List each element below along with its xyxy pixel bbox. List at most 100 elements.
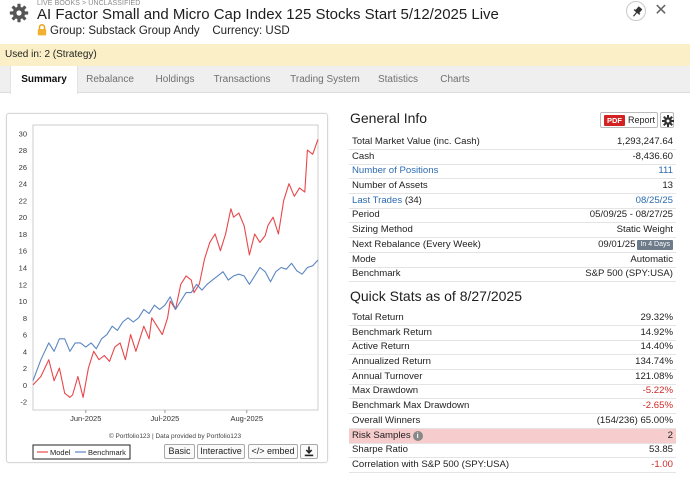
group-currency-line: Group: Substack Group Andy Currency: USD — [37, 24, 290, 37]
info-label: Next Rebalance (Every Week) — [352, 239, 481, 250]
y-tick-label: 16 — [19, 247, 27, 256]
info-value: 1,293,247.64 — [616, 136, 673, 147]
info-row-period: Period 05/09/25 - 08/27/25 — [349, 208, 676, 223]
stat-value: -1.00 — [651, 459, 673, 470]
gear-icon — [662, 115, 674, 127]
chart-credit: © Portfolio123 | Data provided by Portfo… — [109, 432, 242, 440]
tab-holdings[interactable]: Holdings — [155, 74, 195, 85]
stat-label: Benchmark Max Drawdown — [352, 400, 470, 411]
stat-row-overall-winners: Overall Winners (154/236) 65.00% — [349, 414, 676, 429]
stat-row-active-return: Active Return 14.40% — [349, 340, 676, 355]
days-until-badge: In 4 Days — [637, 240, 673, 250]
stat-value: 14.92% — [640, 327, 673, 338]
basic-button[interactable]: Basic — [164, 444, 195, 459]
last-trades-date[interactable]: 08/25/25 — [635, 195, 673, 206]
lock-icon — [37, 24, 47, 36]
next-rebalance-date: 09/01/25 — [598, 239, 636, 250]
currency-label: Currency: USD — [212, 25, 290, 37]
info-value: Automatic — [630, 254, 673, 265]
page-title: AI Factor Small and Micro Cap Index 125 … — [37, 6, 499, 23]
stat-row-total-return: Total Return 29.32% — [349, 311, 676, 326]
stat-row-benchmark-return: Benchmark Return 14.92% — [349, 326, 676, 341]
close-icon[interactable]: ✕ — [654, 2, 668, 19]
y-tick-label: 28 — [19, 146, 27, 155]
info-value: Static Weight — [616, 224, 673, 235]
stat-row-risk-samples: Risk Samples i 2 — [349, 429, 676, 444]
pdf-report-button[interactable]: PDF Report — [600, 112, 658, 128]
group-label[interactable]: Group: Substack Group Andy — [50, 25, 200, 37]
last-trades-label: Last Trades (34) — [352, 194, 422, 209]
y-tick-label: 10 — [19, 297, 27, 306]
info-value: 13 — [662, 180, 673, 191]
settings-gear-icon[interactable] — [9, 3, 29, 23]
stat-value: 134.74% — [635, 356, 673, 367]
series-line-benchmark — [32, 259, 319, 381]
stat-label: Correlation with S&P 500 (SPY:USA) — [352, 459, 510, 470]
x-tick-label: Aug-2025 — [230, 414, 263, 423]
info-row-number-of-assets: Number of Assets 13 — [349, 179, 676, 194]
x-tick-label: Jul-2025 — [151, 414, 180, 423]
stat-label: Sharpe Ratio — [352, 444, 408, 455]
info-label: Cash — [352, 151, 375, 162]
stat-label: Overall Winners — [352, 415, 421, 426]
info-row-total-market-value: Total Market Value (inc. Cash) 1,293,247… — [349, 135, 676, 150]
stat-label: Risk Samples i — [352, 429, 423, 444]
y-tick-label: 14 — [19, 264, 27, 273]
y-tick-label: -2 — [20, 398, 27, 407]
number-of-positions-link[interactable]: Number of Positions — [352, 165, 439, 176]
breadcrumb[interactable]: LIVE BOOKS > UNCLASSIFIED — [37, 0, 141, 7]
general-info-title: General Info — [350, 110, 428, 126]
x-tick-label: Jun-2025 — [70, 414, 101, 423]
stat-value: -5.22% — [642, 385, 673, 396]
risk-samples-label: Risk Samples — [352, 430, 411, 441]
stat-row-benchmark-max-drawdown: Benchmark Max Drawdown -2.65% — [349, 399, 676, 414]
page-header: LIVE BOOKS > UNCLASSIFIED AI Factor Smal… — [0, 0, 690, 40]
stat-value: 53.85 — [648, 444, 673, 455]
embed-button[interactable]: </> embed — [248, 444, 298, 459]
tab-charts[interactable]: Charts — [440, 74, 470, 85]
info-row-number-of-positions: Number of Positions 111 — [349, 164, 676, 179]
info-value: 05/09/25 - 08/27/25 — [589, 209, 673, 220]
stat-label: Max Drawdown — [352, 385, 419, 396]
info-row-sizing-method: Sizing Method Static Weight — [349, 223, 676, 238]
last-trades-link[interactable]: Last Trades — [352, 195, 403, 206]
info-icon[interactable]: i — [412, 431, 423, 441]
plot-area — [32, 124, 319, 411]
info-value: -8,436.60 — [632, 151, 673, 162]
tab-transactions[interactable]: Transactions — [213, 74, 271, 85]
tab-summary[interactable]: Summary — [10, 66, 78, 94]
stat-value: (154/236) 65.00% — [596, 415, 673, 426]
next-rebalance-value: 09/01/25 In 4 Days — [598, 238, 673, 253]
y-tick-label: 4 — [23, 347, 27, 356]
pdf-report-label: Report — [628, 115, 656, 125]
y-tick-label: 0 — [23, 381, 27, 390]
stat-label: Total Return — [352, 312, 404, 323]
info-label: Period — [352, 209, 380, 220]
interactive-button[interactable]: Interactive — [197, 444, 245, 459]
stat-value: 121.08% — [635, 371, 673, 382]
info-row-last-trades: Last Trades (34) 08/25/25 — [349, 194, 676, 209]
performance-chart-panel: -2 0 2 4 6 8 10 12 14 16 18 20 22 24 26 28 30 Jun-2025 Jul… — [6, 113, 328, 463]
stat-value: 29.32% — [640, 312, 673, 323]
info-row-cash: Cash -8,436.60 — [349, 150, 676, 165]
tab-rebalance[interactable]: Rebalance — [86, 74, 134, 85]
last-trades-count: (34) — [404, 195, 422, 206]
stat-label: Active Return — [352, 341, 410, 352]
stat-value: 2 — [667, 430, 673, 441]
info-row-mode: Mode Automatic — [349, 253, 676, 268]
y-tick-label: 30 — [19, 129, 27, 138]
tab-statistics[interactable]: Statistics — [377, 74, 418, 85]
y-tick-label: 8 — [23, 314, 27, 323]
used-in-bar[interactable]: Used in: 2 (Strategy) — [0, 44, 690, 66]
pin-icon — [633, 6, 643, 17]
settings-button[interactable] — [660, 112, 674, 128]
tab-trading-system[interactable]: Trading System — [290, 74, 360, 85]
pin-button[interactable] — [626, 1, 646, 21]
stat-value: 14.40% — [640, 341, 673, 352]
y-tick-label: 18 — [19, 230, 27, 239]
number-of-positions-value[interactable]: 111 — [658, 165, 673, 176]
legend-label-benchmark: Benchmark — [88, 448, 126, 457]
download-button[interactable] — [300, 444, 318, 459]
stat-row-annualized-return: Annualized Return 134.74% — [349, 355, 676, 370]
